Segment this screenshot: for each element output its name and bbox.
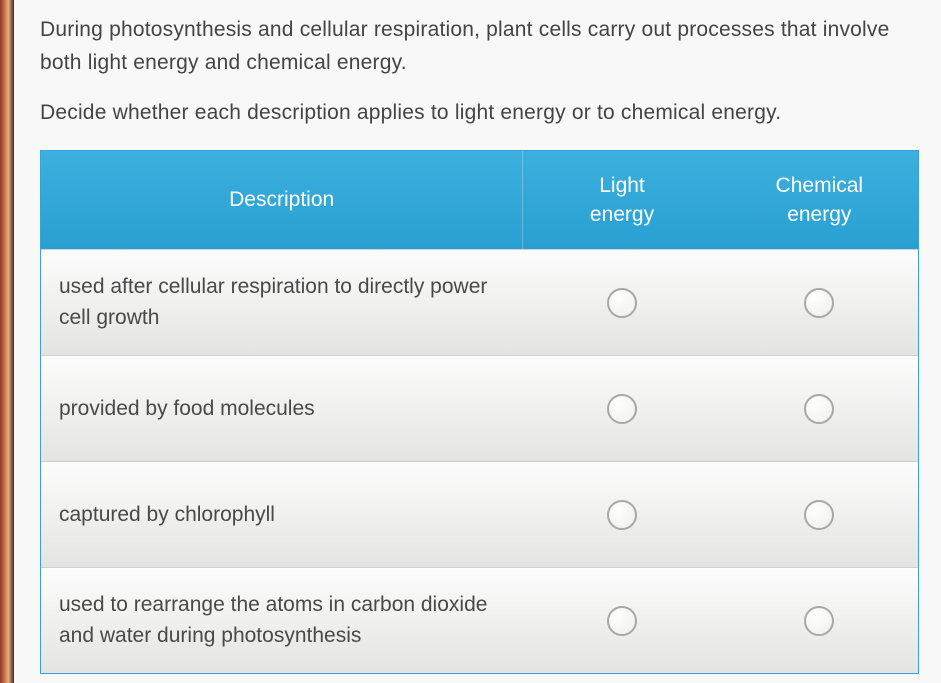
- row-description: used to rearrange the atoms in carbon di…: [41, 568, 523, 673]
- question-card: During photosynthesis and cellular respi…: [14, 0, 941, 683]
- prompt-paragraph-2: Decide whether each description applies …: [40, 97, 919, 130]
- radio-chemical-energy[interactable]: [804, 606, 834, 636]
- row-description: captured by chlorophyll: [41, 462, 523, 567]
- header-label-line: Light: [531, 171, 712, 200]
- table-row: used to rearrange the atoms in carbon di…: [41, 567, 918, 673]
- cell-chemical-energy: [721, 356, 918, 461]
- cell-chemical-energy: [721, 462, 918, 567]
- header-label-line: energy: [729, 200, 910, 229]
- table-row: captured by chlorophyll: [41, 461, 918, 567]
- cell-chemical-energy: [721, 250, 918, 355]
- radio-chemical-energy[interactable]: [804, 500, 834, 530]
- radio-light-energy[interactable]: [607, 288, 637, 318]
- column-header-chemical-energy: Chemical energy: [721, 151, 918, 250]
- column-header-description: Description: [41, 151, 523, 250]
- cell-chemical-energy: [721, 568, 918, 673]
- page-edge: [0, 0, 14, 683]
- row-description: used after cellular respiration to direc…: [41, 250, 523, 355]
- radio-light-energy[interactable]: [607, 606, 637, 636]
- question-prompt: During photosynthesis and cellular respi…: [40, 14, 919, 130]
- header-label: Description: [49, 185, 514, 214]
- radio-light-energy[interactable]: [607, 500, 637, 530]
- table-header-row: Description Light energy Chemical energy: [41, 151, 918, 250]
- cell-light-energy: [523, 462, 720, 567]
- prompt-paragraph-1: During photosynthesis and cellular respi…: [40, 14, 919, 79]
- row-description: provided by food molecules: [41, 356, 523, 461]
- radio-light-energy[interactable]: [607, 394, 637, 424]
- header-label-line: energy: [531, 200, 712, 229]
- radio-chemical-energy[interactable]: [804, 394, 834, 424]
- header-label-line: Chemical: [729, 171, 910, 200]
- cell-light-energy: [523, 250, 720, 355]
- cell-light-energy: [523, 568, 720, 673]
- table-row: provided by food molecules: [41, 355, 918, 461]
- table-row: used after cellular respiration to direc…: [41, 249, 918, 355]
- column-header-light-energy: Light energy: [523, 151, 720, 250]
- cell-light-energy: [523, 356, 720, 461]
- radio-chemical-energy[interactable]: [804, 288, 834, 318]
- energy-classification-table: Description Light energy Chemical energy…: [40, 150, 919, 675]
